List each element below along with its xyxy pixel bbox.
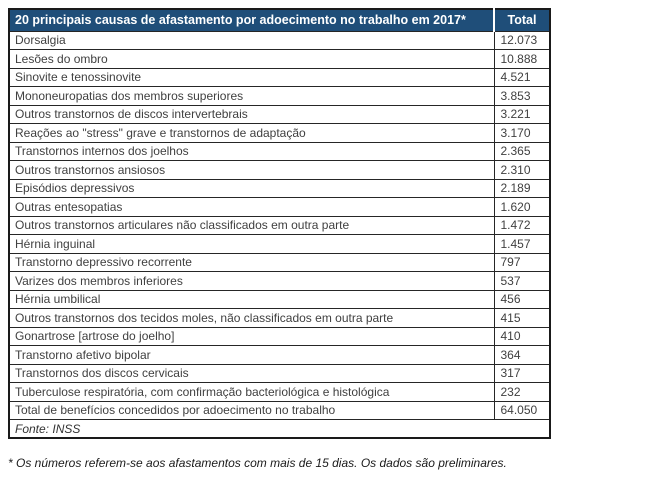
table-row: Tuberculose respiratória, com confirmaçã… xyxy=(8,382,551,402)
total-cell: 364 xyxy=(493,345,551,365)
grand-total-label: Total de benefícios concedidos por adoec… xyxy=(8,400,495,420)
total-cell: 415 xyxy=(493,308,551,328)
source-row: Fonte: INSS xyxy=(8,419,551,439)
table-row: Transtorno depressivo recorrente 797 xyxy=(8,252,551,272)
table-row: Episódios depressivos 2.189 xyxy=(8,178,551,198)
cause-cell: Outros transtornos dos tecidos moles, nã… xyxy=(8,308,495,328)
total-cell: 2.310 xyxy=(493,160,551,180)
table-row: Dorsalgia 12.073 xyxy=(8,30,551,50)
table-row: Varizes dos membros inferiores 537 xyxy=(8,271,551,291)
table-row: Outras entesopatias 1.620 xyxy=(8,197,551,217)
total-cell: 1.620 xyxy=(493,197,551,217)
cause-cell: Transtornos internos dos joelhos xyxy=(8,141,495,161)
total-column-header: Total xyxy=(493,9,550,32)
total-cell: 10.888 xyxy=(493,49,551,69)
table-row: Reações ao "stress" grave e transtornos … xyxy=(8,123,551,143)
cause-cell: Sinovite e tenossinovite xyxy=(8,67,495,87)
total-cell: 12.073 xyxy=(493,30,551,50)
footnote-text: * Os números referem-se aos afastamentos… xyxy=(8,456,507,470)
cause-cell: Reações ao "stress" grave e transtornos … xyxy=(8,123,495,143)
cause-cell: Lesões do ombro xyxy=(8,49,495,69)
total-cell: 2.189 xyxy=(493,178,551,198)
table-row: Mononeuropatias dos membros superiores 3.… xyxy=(8,86,551,106)
table-row: Transtornos dos discos cervicais 317 xyxy=(8,363,551,383)
cause-cell: Hérnia umbilical xyxy=(8,289,495,309)
grand-total-value: 64.050 xyxy=(493,400,551,420)
afastamento-causes-table: 20 principais causas de afastamento por … xyxy=(8,8,551,439)
total-cell: 2.365 xyxy=(493,141,551,161)
table-row: Outros transtornos dos tecidos moles, nã… xyxy=(8,308,551,328)
cause-cell: Transtorno depressivo recorrente xyxy=(8,252,495,272)
cause-cell: Outros transtornos de discos interverteb… xyxy=(8,104,495,124)
total-cell: 1.457 xyxy=(493,234,551,254)
total-cell: 232 xyxy=(493,382,551,402)
total-cell: 537 xyxy=(493,271,551,291)
table-title: 20 principais causas de afastamento por … xyxy=(9,9,495,32)
total-cell: 3.170 xyxy=(493,123,551,143)
table-row: Outros transtornos ansiosos 2.310 xyxy=(8,160,551,180)
total-cell: 3.853 xyxy=(493,86,551,106)
total-cell: 456 xyxy=(493,289,551,309)
total-cell: 317 xyxy=(493,363,551,383)
table-body: Dorsalgia 12.073 Lesões do ombro 10.888 Sino… xyxy=(8,30,551,402)
cause-cell: Outros transtornos articulares não class… xyxy=(8,215,495,235)
table-row: Gonartrose [artrose do joelho] 410 xyxy=(8,326,551,346)
grand-total-row: Total de benefícios concedidos por adoec… xyxy=(8,400,551,420)
table-row: Hérnia umbilical 456 xyxy=(8,289,551,309)
table-row: Transtornos internos dos joelhos 2.365 xyxy=(8,141,551,161)
total-cell: 3.221 xyxy=(493,104,551,124)
total-cell: 4.521 xyxy=(493,67,551,87)
table-row: Outros transtornos articulares não class… xyxy=(8,215,551,235)
table-row: Hérnia inguinal 1.457 xyxy=(8,234,551,254)
total-cell: 797 xyxy=(493,252,551,272)
cause-cell: Hérnia inguinal xyxy=(8,234,495,254)
cause-cell: Mononeuropatias dos membros superiores xyxy=(8,86,495,106)
cause-cell: Gonartrose [artrose do joelho] xyxy=(8,326,495,346)
cause-cell: Transtorno afetivo bipolar xyxy=(8,345,495,365)
source-label: Fonte: INSS xyxy=(8,419,551,439)
cause-cell: Varizes dos membros inferiores xyxy=(8,271,495,291)
total-cell: 1.472 xyxy=(493,215,551,235)
cause-cell: Tuberculose respiratória, com confirmaçã… xyxy=(8,382,495,402)
table-row: Transtorno afetivo bipolar 364 xyxy=(8,345,551,365)
table-header-row: 20 principais causas de afastamento por … xyxy=(9,9,550,32)
cause-cell: Outras entesopatias xyxy=(8,197,495,217)
cause-cell: Outros transtornos ansiosos xyxy=(8,160,495,180)
afastamento-table-container: 20 principais causas de afastamento por … xyxy=(8,8,551,439)
table-row: Sinovite e tenossinovite 4.521 xyxy=(8,67,551,87)
cause-cell: Episódios depressivos xyxy=(8,178,495,198)
table-row: Outros transtornos de discos interverteb… xyxy=(8,104,551,124)
cause-cell: Dorsalgia xyxy=(8,30,495,50)
table-row: Lesões do ombro 10.888 xyxy=(8,49,551,69)
total-cell: 410 xyxy=(493,326,551,346)
cause-cell: Transtornos dos discos cervicais xyxy=(8,363,495,383)
